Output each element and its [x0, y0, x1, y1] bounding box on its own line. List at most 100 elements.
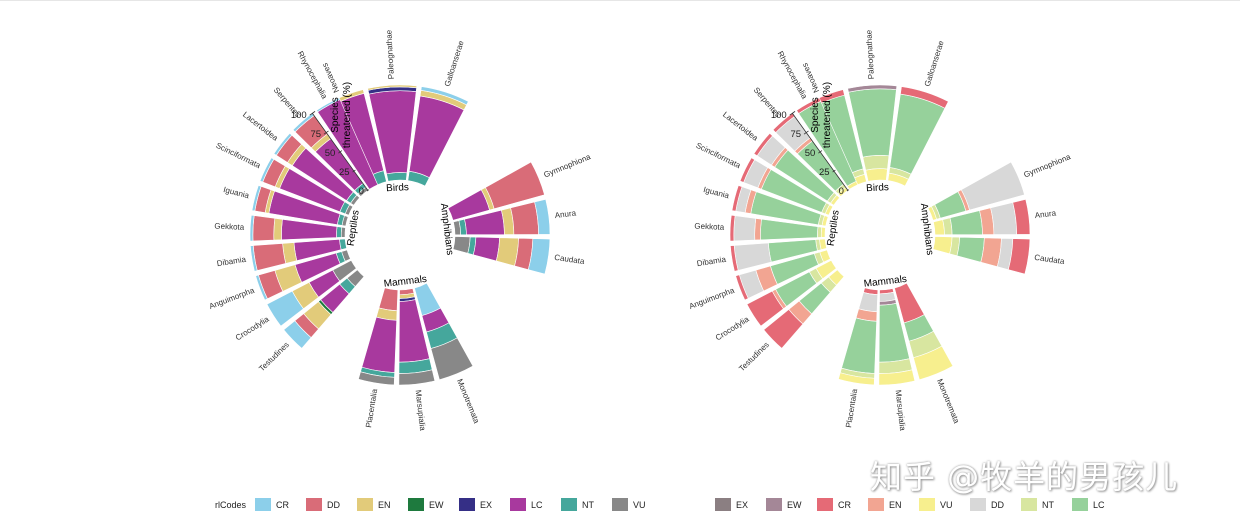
legend-label-nt: NT [1042, 500, 1054, 510]
legend-swatch-en [868, 498, 884, 511]
legend-title: rlCodes [215, 500, 247, 510]
bar-segment-caudata-lc [472, 236, 500, 262]
legend-label-lc: LC [1093, 500, 1105, 510]
bar-segment-placentalia-lc [361, 316, 397, 373]
legend-swatch-cr [255, 498, 271, 511]
legend-swatch-en [357, 498, 373, 511]
y-tick-label: 0 [359, 186, 364, 197]
top-divider [0, 0, 1240, 1]
bar-segment-caudata-en [495, 237, 519, 267]
category-label-anura: Anura [1034, 208, 1057, 220]
bar-segment-paleognathae-en [367, 84, 418, 91]
category-label-testudines: Testudines [257, 340, 291, 373]
y-axis-title: Speciesthreatened (%) [330, 82, 353, 148]
legend-label-ew: EW [787, 500, 802, 510]
bar-segment-anura-pvu [933, 219, 945, 236]
legend-swatch-vu [612, 498, 628, 511]
bar-segment-placentalia-pdd [858, 292, 878, 313]
bar-segment-testudines-blue [283, 320, 312, 349]
bar-segment-paleognathae-pvu [865, 168, 888, 182]
y-tick-label: 25 [819, 167, 830, 178]
legend-label-vu: VU [940, 500, 953, 510]
bar-segment-gymnophiona-dd [485, 161, 545, 210]
legend-label-dd: DD [327, 500, 340, 510]
group-label-reptiles: Reptiles [346, 209, 362, 246]
y-tick-mark [366, 189, 370, 192]
category-label-crocodylia: Crocodylia [234, 314, 271, 342]
group-label-birds: Birds [866, 182, 889, 194]
bar-segment-lacertoidea-pcr [753, 132, 773, 157]
legend-swatch-dd [306, 498, 322, 511]
category-label-gekkota: Gekkota [694, 222, 725, 232]
legend-swatch-lc [1072, 498, 1088, 511]
legend-label-vu: VU [633, 500, 646, 510]
bar-segment-gekkota-nt [336, 226, 343, 238]
y-tick-label: 25 [339, 167, 350, 178]
bar-segment-lacertoidea-blue [273, 132, 293, 156]
bar-segment-placentalia-vu [358, 371, 395, 386]
bar-segment-scinciformata-pcr [739, 157, 756, 183]
legend-label-ex: EX [736, 500, 748, 510]
category-label-testudines: Testudines [737, 340, 771, 373]
category-label-paleognathae: Paleognathae [384, 29, 396, 79]
category-label-scinciformata: Scinciformata [694, 141, 742, 171]
category-label-placentalia: Placentalia [844, 388, 859, 429]
group-label-birds: Birds [386, 182, 409, 194]
bar-segment-gekkota-en [273, 217, 283, 241]
chart-2: Neoaves Paleognathae GalloanseraeBirdsGymn… [688, 29, 1105, 511]
bar-segment-gekkota-dd [252, 215, 276, 242]
bar-segment-dibamia-blue [250, 245, 258, 272]
chart-1: Neoaves Paleognathae GalloanseraeBirdsGymn… [208, 29, 646, 511]
category-label-placentalia: Placentalia [364, 388, 379, 429]
category-label-caudata: Caudata [554, 253, 586, 266]
bar-segment-gymnophiona-pdd [960, 161, 1025, 211]
category-label-crocodylia: Crocodylia [714, 314, 751, 342]
legend-swatch-nt [561, 498, 577, 511]
y-tick-label: 50 [325, 148, 336, 159]
category-label-iguania: Iguania [222, 185, 250, 200]
category-label-galloanserae: Galloanserae [923, 39, 946, 88]
bar-segment-anura-dd [510, 201, 539, 235]
bar-segment-placentalia-dd [378, 287, 399, 312]
legend-label-cr: CR [838, 500, 851, 510]
bar-segment-gekkota-blue [249, 214, 255, 242]
category-label-marsupialia: Marsupialia [414, 389, 428, 431]
bar-segment-marsupialia-vu [398, 369, 436, 386]
y-tick-label: 100 [291, 110, 307, 121]
legend-swatch-ew [408, 498, 424, 511]
bar-segment-anura-pdd [990, 202, 1018, 235]
bar-segment-placentalia-plc [841, 317, 877, 374]
bar-segment-monotremata-vu [430, 337, 474, 381]
category-label-scinciformata: Scinciformata [214, 141, 262, 171]
bar-segment-galloanserae-blue [420, 86, 469, 106]
bar-segment-caudata-blue [527, 238, 551, 275]
y-tick-label: 75 [310, 129, 321, 140]
legend-swatch-vu [919, 498, 935, 511]
legend-swatch-cr [817, 498, 833, 511]
legend-swatch-lc [510, 498, 526, 511]
watermark-text: 知乎 @牧羊的男孩儿 [870, 458, 1179, 496]
y-axis-title: Speciesthreatened (%) [810, 82, 833, 148]
bar-segment-dibamia-dd [252, 243, 287, 271]
legend-swatch-nt [1021, 498, 1037, 511]
bar-segment-dibamia-pdd [733, 242, 772, 271]
category-label-anguimorpha: Anguimorpha [208, 286, 256, 311]
legend: rlCodes CR DD EN EW EX LC NT VU [215, 498, 646, 511]
bar-segment-paleognathae-pnt [862, 155, 890, 171]
category-label-dibamia: Dibamia [216, 255, 247, 269]
category-label-monotremata: Monotremata [455, 378, 481, 426]
group-label-mammals: Mammals [863, 274, 907, 290]
bar-segment-galloanserae-lc [408, 95, 465, 178]
bar-segment-rhynocephalia-pcr [796, 97, 822, 114]
group-label-reptiles: Reptiles [826, 209, 842, 246]
category-label-anura: Anura [554, 208, 577, 220]
bar-segment-crocodylia-pcr [746, 290, 784, 327]
category-label-galloanserae: Galloanserae [443, 39, 466, 88]
bar-segment-caudata-pvu [932, 236, 953, 255]
category-label-caudata: Caudata [1034, 253, 1066, 266]
legend-swatch-ex [715, 498, 731, 511]
bar-segment-gekkota-pdd [733, 215, 757, 242]
y-tick-label: 0 [839, 186, 844, 197]
